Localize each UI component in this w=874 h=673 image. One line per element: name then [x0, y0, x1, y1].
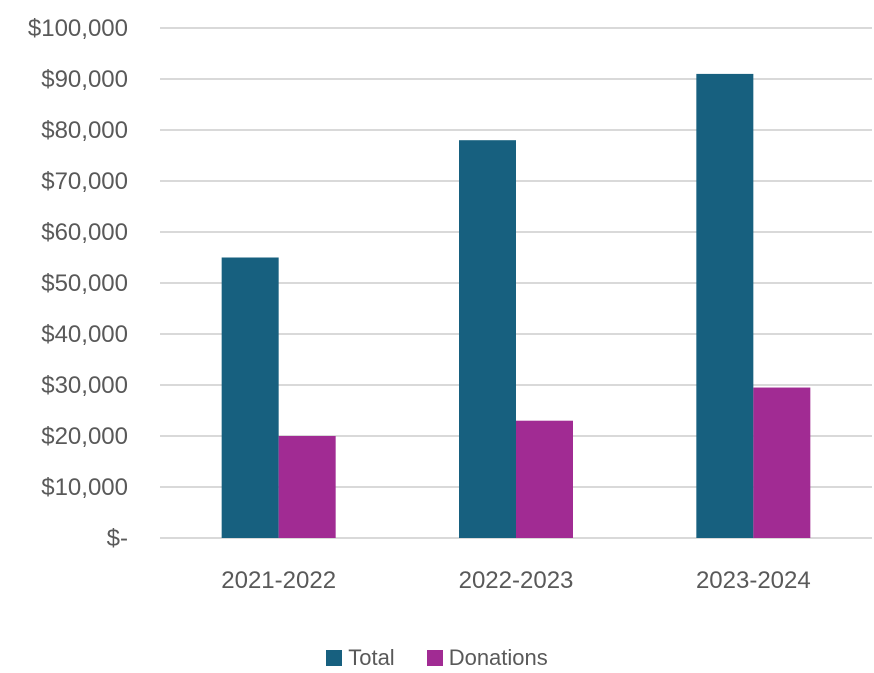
legend-item-donations: Donations [426, 645, 548, 671]
legend-swatch-total [326, 650, 343, 666]
y-tick-label: $- [107, 525, 128, 552]
x-category-label: 2022-2023 [459, 567, 574, 594]
y-tick-label: $60,000 [41, 219, 128, 246]
y-tick-label: $100,000 [28, 15, 128, 42]
legend-swatch-donations [426, 650, 443, 666]
bar-donations [516, 420, 573, 538]
bar-donations [753, 387, 811, 538]
bars [221, 73, 811, 539]
bar-total [459, 140, 516, 538]
legend-label-total: Total [348, 645, 395, 670]
y-tick-label: $10,000 [41, 474, 128, 501]
x-axis-category-labels: 2021-2022 2022-2023 2023-2024 [221, 567, 810, 594]
y-tick-label: $70,000 [41, 168, 128, 195]
y-tick-label: $90,000 [41, 66, 128, 93]
bar-total [221, 257, 279, 538]
y-tick-label: $80,000 [41, 117, 128, 144]
y-tick-label: $40,000 [41, 321, 128, 348]
x-category-label: 2021-2022 [221, 567, 336, 594]
bar-total [696, 73, 754, 539]
y-tick-label: $30,000 [41, 372, 128, 399]
y-tick-label: $20,000 [41, 423, 128, 450]
y-tick-label: $50,000 [41, 270, 128, 297]
x-category-label: 2023-2024 [696, 567, 811, 594]
bar-chart: $- $10,000 $20,000 $30,000 $40,000 $50,000 $60… [28, 15, 872, 594]
legend-item-total: Total [326, 645, 395, 671]
legend: Total Donations [0, 645, 874, 671]
bar-donations [278, 436, 336, 538]
legend-label-donations: Donations [448, 645, 548, 670]
y-axis-tick-labels: $- $10,000 $20,000 $30,000 $40,000 $50,000 $60… [28, 15, 128, 552]
